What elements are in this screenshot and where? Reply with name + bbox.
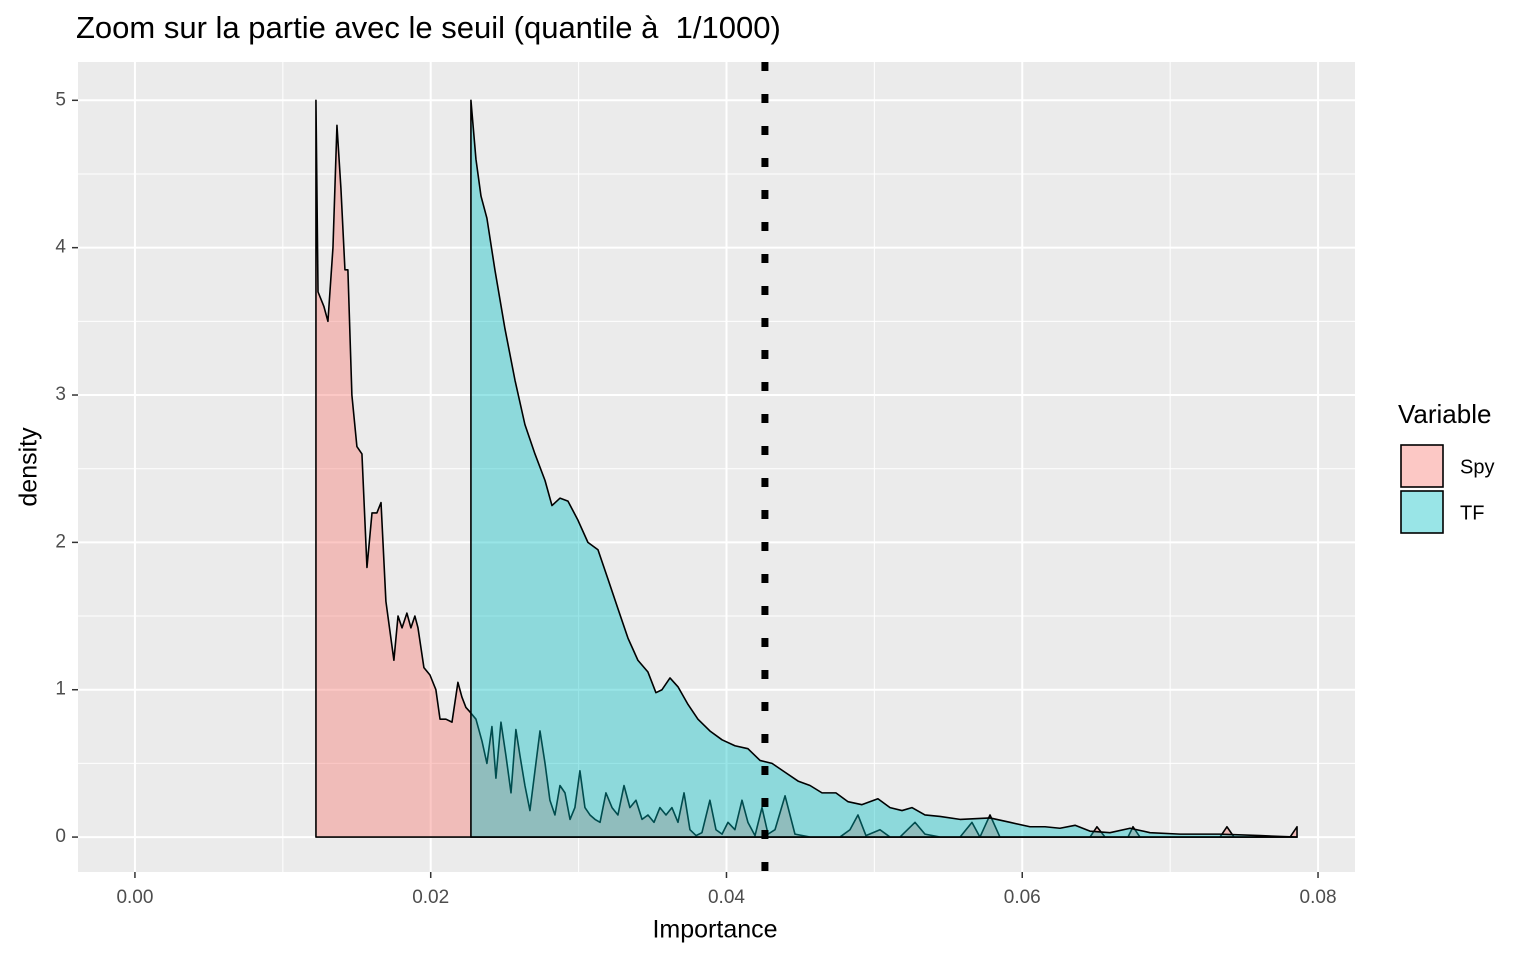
y-tick-label: 4	[55, 237, 66, 258]
x-tick-label: 0.08	[1300, 887, 1337, 908]
legend-key	[1400, 490, 1444, 534]
legend-label: TF	[1460, 502, 1484, 524]
y-tick-label: 0	[55, 826, 66, 847]
x-tick-label: 0.06	[1004, 887, 1041, 908]
legend-title: Variable	[1398, 399, 1491, 429]
y-tick-label: 1	[55, 679, 66, 700]
legend-key-bg	[1401, 491, 1443, 533]
y-tick-label: 2	[55, 531, 66, 552]
density-area	[470, 100, 1298, 838]
legend-label: Spy	[1460, 456, 1494, 478]
legend-key-bg	[1401, 445, 1443, 487]
x-tick-label: 0.04	[708, 887, 745, 908]
legend-key	[1400, 444, 1444, 488]
x-tick-label: 0.00	[116, 887, 153, 908]
y-axis-title: density	[15, 427, 43, 507]
density-area	[315, 100, 1298, 838]
x-tick-label: 0.02	[412, 887, 449, 908]
x-axis-title: Importance	[652, 916, 777, 944]
y-tick-label: 3	[55, 384, 66, 405]
density-outline	[470, 99, 1298, 838]
y-tick-label: 5	[55, 89, 66, 110]
chart-title: Zoom sur la partie avec le seuil (quanti…	[76, 10, 781, 45]
panel	[78, 62, 1355, 872]
